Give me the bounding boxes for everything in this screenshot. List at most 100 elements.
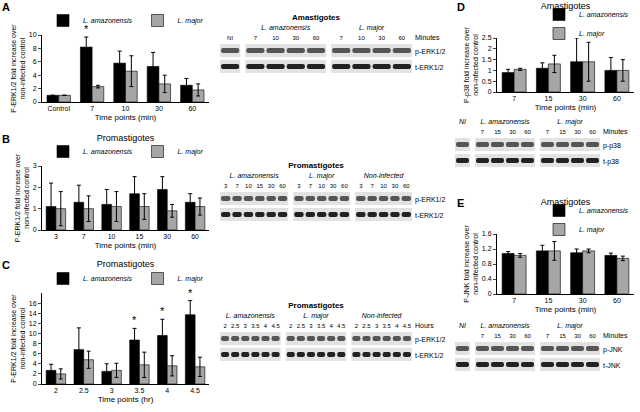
svg-text:0: 0	[33, 226, 37, 233]
svg-text:Promastigotes: Promastigotes	[288, 301, 344, 310]
svg-text:0: 0	[33, 98, 37, 105]
svg-text:L. amazonensis: L. amazonensis	[579, 11, 629, 18]
svg-text:7: 7	[512, 95, 516, 102]
svg-text:60: 60	[403, 183, 410, 189]
svg-text:0: 0	[488, 88, 492, 95]
svg-text:30: 30	[392, 183, 399, 189]
svg-text:NI: NI	[459, 322, 466, 329]
svg-text:10: 10	[29, 31, 37, 38]
svg-text:30: 30	[509, 333, 516, 339]
svg-text:3.5: 3.5	[317, 323, 326, 329]
svg-text:P-JNK fold increase overnon-in: P-JNK fold increase overnon-infected con…	[463, 225, 479, 303]
svg-text:2.5: 2.5	[362, 323, 371, 329]
svg-text:7: 7	[90, 105, 94, 112]
svg-text:Minutes: Minutes	[603, 128, 628, 135]
svg-text:0: 0	[488, 290, 492, 297]
svg-text:10: 10	[29, 330, 37, 337]
svg-text:L. amazonensis: L. amazonensis	[480, 118, 530, 125]
svg-text:3: 3	[224, 183, 228, 189]
svg-text:*: *	[188, 287, 193, 299]
svg-text:2.5: 2.5	[297, 323, 306, 329]
svg-text:L. amazonensis: L. amazonensis	[83, 17, 133, 24]
svg-text:10: 10	[272, 35, 279, 41]
svg-text:Amastigotes: Amastigotes	[541, 197, 591, 207]
svg-text:1.6: 1.6	[482, 230, 492, 237]
svg-text:30: 30	[509, 129, 516, 135]
svg-text:60: 60	[341, 183, 348, 189]
svg-text:L. amazonensis: L. amazonensis	[83, 148, 133, 155]
svg-text:p-ERK1/2: p-ERK1/2	[415, 336, 445, 344]
svg-text:t-ERK1/2: t-ERK1/2	[415, 352, 444, 359]
svg-text:4: 4	[395, 323, 399, 329]
svg-text:Time points (min): Time points (min)	[95, 113, 157, 122]
svg-text:L. major: L. major	[579, 226, 605, 234]
svg-text:Promastigotes: Promastigotes	[288, 161, 344, 170]
svg-text:P-ERK1/2 fold increase overnon: P-ERK1/2 fold increase overnon-infected …	[14, 153, 30, 242]
svg-text:15: 15	[494, 333, 501, 339]
svg-text:0.8: 0.8	[482, 260, 492, 267]
svg-text:Non-infected: Non-infected	[364, 172, 405, 179]
svg-text:4: 4	[329, 323, 333, 329]
svg-text:P-ERK1/2 fold increase overnon: P-ERK1/2 fold increase overnon-infected …	[10, 24, 26, 113]
svg-text:2: 2	[54, 387, 58, 394]
svg-text:7: 7	[512, 297, 516, 304]
svg-text:7: 7	[546, 333, 550, 339]
svg-text:7: 7	[254, 35, 258, 41]
svg-text:12: 12	[29, 320, 37, 327]
svg-text:p-ERK1/2: p-ERK1/2	[415, 48, 445, 56]
svg-text:3.5: 3.5	[383, 323, 392, 329]
svg-text:7: 7	[82, 233, 86, 240]
svg-text:3: 3	[359, 183, 363, 189]
svg-text:0: 0	[33, 380, 37, 387]
svg-text:60: 60	[399, 35, 406, 41]
svg-text:30: 30	[579, 95, 587, 102]
svg-text:*: *	[160, 305, 165, 317]
svg-text:2.5: 2.5	[482, 34, 492, 41]
svg-text:NI: NI	[459, 118, 466, 125]
svg-text:3: 3	[297, 183, 301, 189]
svg-text:6: 6	[33, 350, 37, 357]
svg-text:t-p38: t-p38	[603, 158, 619, 166]
svg-text:L. amazonensis: L. amazonensis	[83, 275, 133, 282]
svg-text:10: 10	[380, 183, 387, 189]
svg-text:4: 4	[33, 360, 37, 367]
svg-text:4: 4	[165, 387, 169, 394]
svg-text:2: 2	[223, 323, 227, 329]
svg-text:60: 60	[589, 129, 596, 135]
svg-text:7: 7	[371, 183, 375, 189]
svg-text:30: 30	[155, 105, 163, 112]
svg-text:15: 15	[494, 129, 501, 135]
svg-text:4.5: 4.5	[337, 323, 346, 329]
svg-text:2: 2	[33, 370, 37, 377]
svg-text:60: 60	[589, 333, 596, 339]
svg-text:30: 30	[268, 183, 275, 189]
svg-text:1: 1	[33, 205, 37, 212]
svg-text:Time points (hr): Time points (hr)	[98, 395, 154, 404]
svg-text:2.5: 2.5	[79, 387, 89, 394]
svg-text:30: 30	[378, 35, 385, 41]
svg-text:16: 16	[29, 300, 37, 307]
svg-text:4.5: 4.5	[403, 323, 412, 329]
svg-text:3.5: 3.5	[251, 323, 260, 329]
svg-text:60: 60	[524, 129, 531, 135]
svg-text:7: 7	[309, 183, 313, 189]
svg-text:L. major: L. major	[309, 172, 335, 180]
svg-text:p-p38: p-p38	[603, 142, 621, 150]
svg-text:8: 8	[33, 340, 37, 347]
svg-text:L. major: L. major	[579, 30, 605, 38]
svg-text:8: 8	[33, 45, 37, 52]
svg-text:10: 10	[108, 233, 116, 240]
svg-text:L. amazonensis: L. amazonensis	[230, 172, 280, 179]
svg-text:Time points (min): Time points (min)	[95, 241, 157, 250]
svg-text:Promastigotes: Promastigotes	[97, 133, 155, 143]
svg-text:t-JNK: t-JNK	[603, 362, 621, 369]
svg-text:10: 10	[358, 35, 365, 41]
svg-text:L. amazonensis: L. amazonensis	[226, 312, 276, 319]
svg-text:t-ERK1/2: t-ERK1/2	[415, 64, 444, 71]
svg-text:L. major: L. major	[557, 118, 583, 126]
svg-text:Time points (min): Time points (min)	[535, 305, 597, 314]
svg-text:1.5: 1.5	[482, 56, 492, 63]
svg-text:7: 7	[546, 129, 550, 135]
svg-text:60: 60	[279, 183, 286, 189]
svg-text:14: 14	[29, 310, 37, 317]
